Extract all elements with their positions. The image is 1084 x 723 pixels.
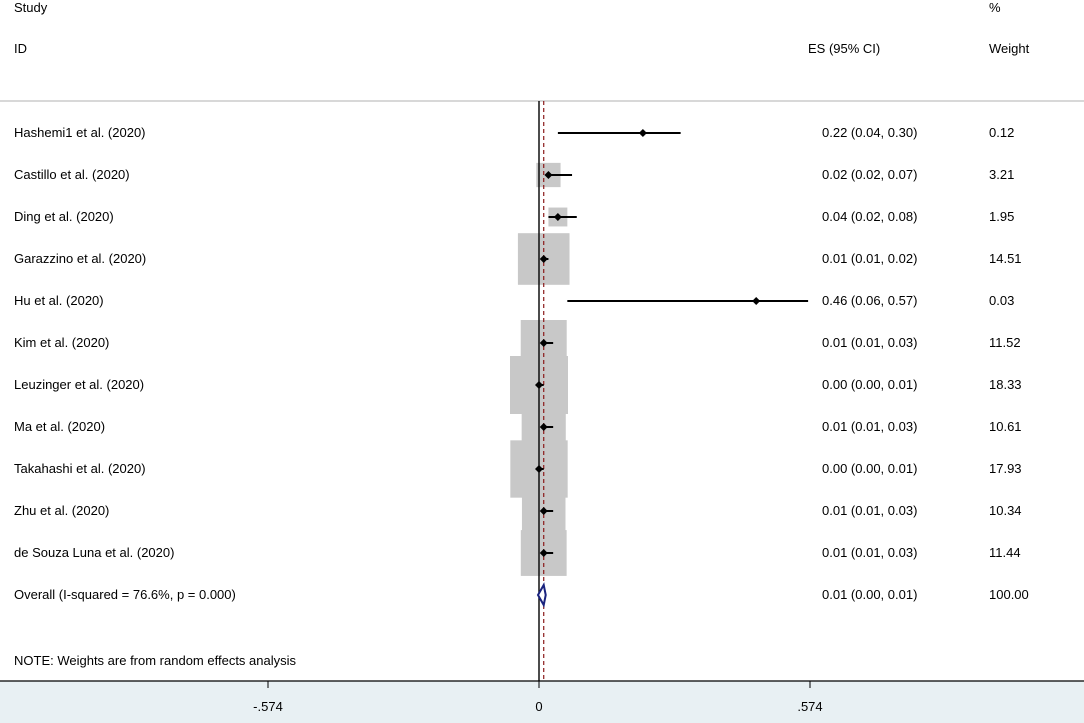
study-label: Garazzino et al. (2020) xyxy=(14,251,147,266)
x-tick-label: -.574 xyxy=(253,699,283,714)
study-weight: 3.21 xyxy=(989,167,1015,182)
study-label: de Souza Luna et al. (2020) xyxy=(14,545,175,560)
study-weight: 0.03 xyxy=(989,293,1015,308)
effect-size-ci: 0.04 (0.02, 0.08) xyxy=(822,209,918,224)
effect-point xyxy=(539,423,548,431)
weight-column-header: Weight xyxy=(989,41,1030,56)
study-label: Leuzinger et al. (2020) xyxy=(14,377,145,392)
effect-size-ci: 0.01 (0.01, 0.03) xyxy=(822,335,918,350)
effect-point xyxy=(539,549,548,557)
percent-column-header: % xyxy=(989,0,1001,15)
effect-point xyxy=(535,465,543,473)
effect-size-ci: 0.22 (0.04, 0.30) xyxy=(822,125,918,140)
effect-point xyxy=(553,213,562,221)
es-column-header: ES (95% CI) xyxy=(808,41,881,56)
x-tick-label: .574 xyxy=(797,699,822,714)
effect-point xyxy=(539,255,548,263)
id-column-header: ID xyxy=(14,41,27,56)
overall-label: Overall (I-squared = 76.6%, p = 0.000) xyxy=(14,587,236,602)
study-weight: 0.12 xyxy=(989,125,1015,140)
study-label: Hashemi1 et al. (2020) xyxy=(14,125,146,140)
study-weight: 1.95 xyxy=(989,209,1015,224)
study-weight: 10.34 xyxy=(989,503,1022,518)
study-weight: 14.51 xyxy=(989,251,1022,266)
effect-size-ci: 0.01 (0.01, 0.02) xyxy=(822,251,918,266)
study-label: Zhu et al. (2020) xyxy=(14,503,110,518)
overall-diamond xyxy=(536,582,547,608)
effect-size-ci: 0.00 (0.00, 0.01) xyxy=(822,461,918,476)
study-column-header: Study xyxy=(14,0,48,15)
study-label: Ma et al. (2020) xyxy=(14,419,106,434)
x-tick-label: 0 xyxy=(535,699,542,714)
effect-point xyxy=(539,339,548,347)
study-weight: 10.61 xyxy=(989,419,1022,434)
effect-size-ci: 0.01 (0.01, 0.03) xyxy=(822,503,918,518)
study-label: Castillo et al. (2020) xyxy=(14,167,130,182)
study-label: Ding et al. (2020) xyxy=(14,209,114,224)
effect-size-ci: 0.46 (0.06, 0.57) xyxy=(822,293,918,308)
effect-size-ci: 0.01 (0.01, 0.03) xyxy=(822,545,918,560)
study-weight: 18.33 xyxy=(989,377,1022,392)
effect-size-ci: 0.02 (0.02, 0.07) xyxy=(822,167,918,182)
effect-point xyxy=(539,507,548,515)
overall-effect-size-ci: 0.01 (0.00, 0.01) xyxy=(822,587,918,602)
effect-point xyxy=(638,129,647,137)
effect-point xyxy=(535,381,543,389)
effect-size-ci: 0.00 (0.00, 0.01) xyxy=(822,377,918,392)
study-label: Hu et al. (2020) xyxy=(14,293,104,308)
study-weight: 11.52 xyxy=(989,335,1021,350)
effect-point xyxy=(752,297,761,305)
study-weight: 17.93 xyxy=(989,461,1022,476)
study-label: Kim et al. (2020) xyxy=(14,335,110,350)
study-weight: 11.44 xyxy=(989,545,1021,560)
effect-size-ci: 0.01 (0.01, 0.03) xyxy=(822,419,918,434)
effect-point xyxy=(544,171,553,179)
overall-weight: 100.00 xyxy=(989,587,1029,602)
axis-band xyxy=(0,681,1084,723)
study-label: Takahashi et al. (2020) xyxy=(14,461,146,476)
weights-note: NOTE: Weights are from random effects an… xyxy=(14,653,297,668)
